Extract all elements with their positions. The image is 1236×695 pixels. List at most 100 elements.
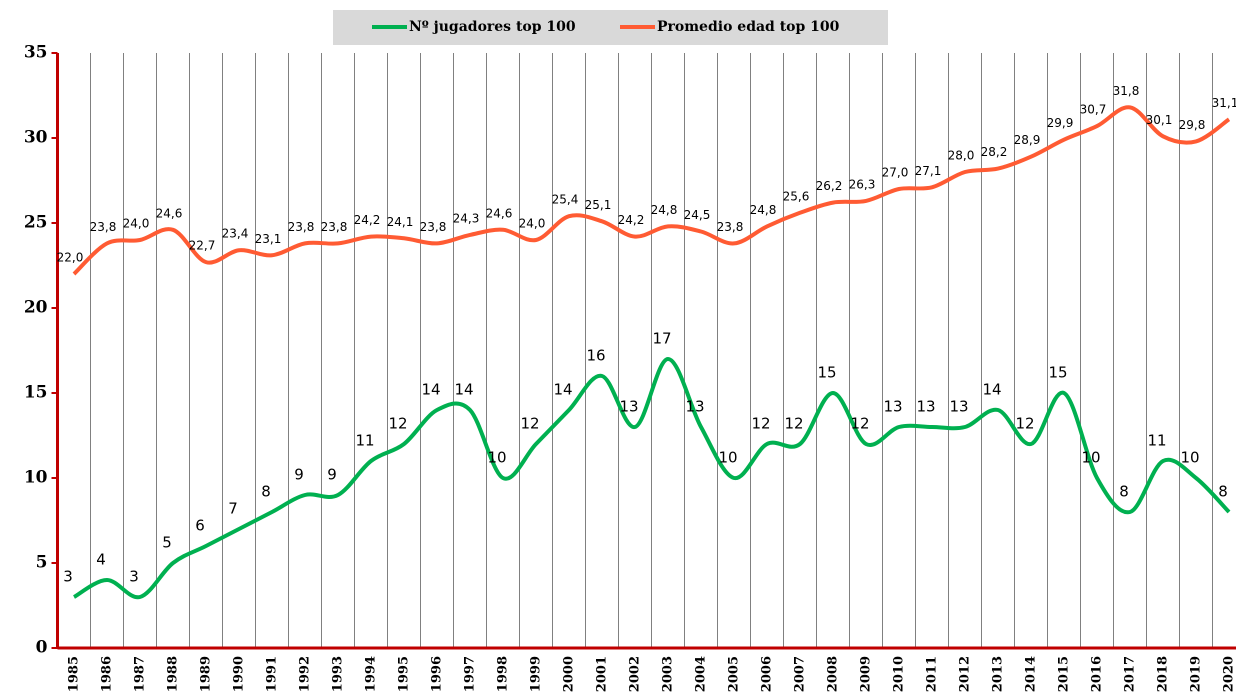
- data-label: 31,1: [1212, 96, 1236, 110]
- y-tick-label: 35: [24, 43, 48, 63]
- data-label: 24,6: [156, 206, 183, 220]
- y-tick-label: 15: [24, 383, 48, 403]
- x-tick-label: 1985: [67, 656, 82, 692]
- data-label: 13: [685, 398, 704, 416]
- data-label: 23,8: [420, 220, 447, 234]
- data-label: 10: [1180, 449, 1199, 467]
- x-tick-label: 2016: [1090, 656, 1105, 692]
- data-label: 13: [949, 398, 968, 416]
- data-label: 24,2: [354, 213, 381, 227]
- data-label: 26,2: [816, 179, 843, 193]
- x-tick-label: 1988: [166, 656, 181, 692]
- x-tick-label: 2006: [760, 656, 775, 692]
- y-tick-label: 0: [36, 638, 48, 658]
- data-label: 13: [916, 398, 935, 416]
- data-label: 28,9: [1014, 133, 1041, 147]
- data-label: 24,1: [387, 215, 414, 229]
- data-label: 31,8: [1113, 84, 1140, 98]
- legend-label: Nº jugadores top 100: [409, 19, 576, 35]
- x-tick-label: 1995: [397, 656, 412, 692]
- data-label: 9: [327, 466, 337, 484]
- x-tick-label: 1986: [100, 656, 115, 692]
- y-tick-label: 5: [36, 553, 48, 573]
- data-label: 12: [850, 415, 869, 433]
- data-label: 24,8: [750, 203, 777, 217]
- data-label: 14: [421, 381, 440, 399]
- data-label: 24,8: [651, 203, 678, 217]
- x-tick-label: 2008: [826, 656, 841, 692]
- data-label: 22,7: [189, 239, 216, 253]
- data-label: 17: [652, 330, 671, 348]
- data-label: 25,4: [552, 193, 579, 207]
- data-label: 23,1: [255, 232, 282, 246]
- data-label: 24,5: [684, 208, 711, 222]
- data-label: 14: [454, 381, 473, 399]
- x-tick-label: 1997: [463, 656, 478, 692]
- data-label: 12: [388, 415, 407, 433]
- data-label: 10: [1081, 449, 1100, 467]
- x-tick-label: 2002: [628, 656, 643, 692]
- x-tick-label: 2013: [991, 656, 1006, 692]
- data-label: 13: [619, 398, 638, 416]
- data-label: 12: [784, 415, 803, 433]
- data-label: 10: [487, 449, 506, 467]
- data-label: 24,3: [453, 211, 480, 225]
- x-tick-label: 2001: [595, 656, 610, 692]
- x-tick-label: 1989: [199, 656, 214, 692]
- x-tick-label: 1990: [232, 656, 247, 692]
- y-tick-label: 10: [24, 468, 48, 488]
- data-label: 6: [195, 517, 205, 535]
- x-tick-label: 1992: [298, 656, 313, 692]
- data-label: 9: [294, 466, 304, 484]
- x-tick-label: 1991: [265, 656, 280, 692]
- x-tick-label: 2017: [1123, 656, 1138, 692]
- x-tick-label: 1987: [133, 656, 148, 692]
- data-label: 25,6: [783, 189, 810, 203]
- x-tick-label: 1993: [331, 656, 346, 692]
- y-tick-label: 30: [24, 128, 48, 148]
- data-label: 5: [162, 534, 172, 552]
- data-label: 7: [228, 500, 238, 518]
- x-tick-label: 2005: [727, 656, 742, 692]
- data-label: 14: [553, 381, 572, 399]
- data-label: 24,2: [618, 213, 645, 227]
- data-label: 15: [817, 364, 836, 382]
- x-tick-label: 1994: [364, 656, 379, 692]
- x-tick-label: 2011: [925, 656, 940, 692]
- data-label: 3: [129, 568, 139, 586]
- data-label: 13: [883, 398, 902, 416]
- data-label: 23,8: [321, 220, 348, 234]
- data-label: 26,3: [849, 177, 876, 191]
- data-label: 23,4: [222, 227, 249, 241]
- data-label: 23,8: [90, 220, 117, 234]
- data-label: 8: [1119, 483, 1129, 501]
- data-label: 3: [63, 568, 73, 586]
- data-label: 23,8: [288, 220, 315, 234]
- data-label: 28,0: [948, 149, 975, 163]
- x-tick-label: 2012: [958, 656, 973, 692]
- x-tick-label: 2019: [1189, 656, 1204, 692]
- data-label: 12: [1015, 415, 1034, 433]
- data-label: 27,0: [882, 166, 909, 180]
- x-tick-label: 2007: [793, 656, 808, 692]
- x-tick-label: 2003: [661, 656, 676, 692]
- data-label: 30,7: [1080, 103, 1107, 117]
- data-label: 11: [1147, 432, 1166, 450]
- data-label: 22,0: [57, 251, 84, 265]
- data-label: 24,0: [519, 217, 546, 231]
- data-label: 4: [96, 551, 106, 569]
- series-line: [72, 357, 1231, 600]
- data-label: 29,8: [1179, 118, 1206, 132]
- data-label: 16: [586, 347, 605, 365]
- series-line: [72, 105, 1231, 276]
- data-label: 8: [261, 483, 271, 501]
- x-tick-label: 2014: [1024, 656, 1039, 692]
- data-label: 12: [751, 415, 770, 433]
- data-label: 12: [520, 415, 539, 433]
- data-label: 25,1: [585, 198, 612, 212]
- x-tick-label: 1996: [430, 656, 445, 692]
- data-label: 23,8: [717, 220, 744, 234]
- x-tick-label: 1999: [529, 656, 544, 692]
- data-label: 24,6: [486, 206, 513, 220]
